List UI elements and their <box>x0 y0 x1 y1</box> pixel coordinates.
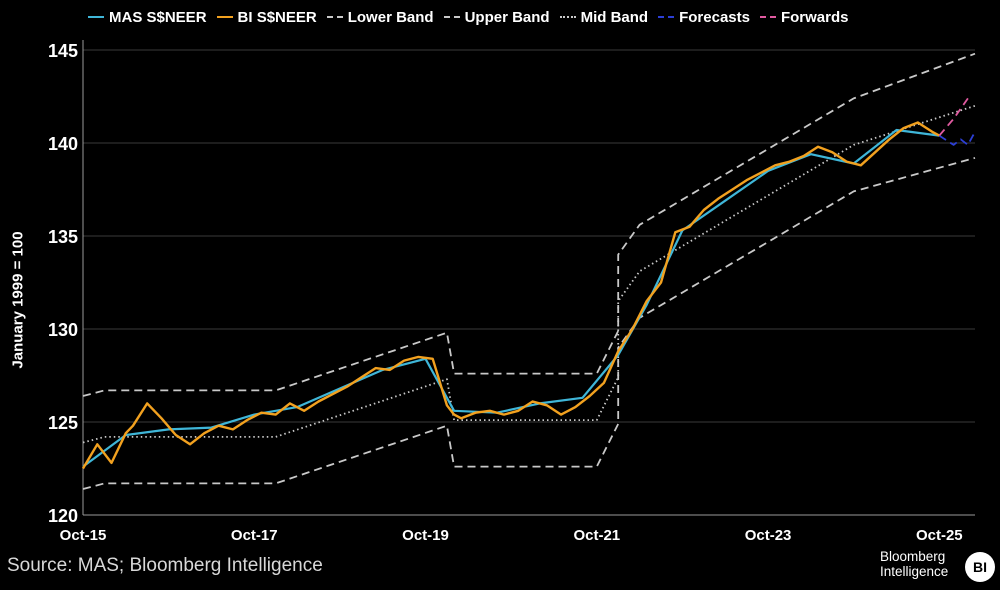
legend-swatch <box>559 16 576 18</box>
series-upper-band <box>82 52 976 397</box>
legend-label: BI S$NEER <box>237 8 317 26</box>
legend-label: Forecasts <box>679 8 750 26</box>
x-tick-label: Oct-25 <box>916 527 963 544</box>
legend-item: Mid Band <box>559 8 649 26</box>
y-axis-label: January 1999 = 100 <box>9 231 27 369</box>
logo-line-2: Intelligence <box>880 564 949 579</box>
legend-swatch <box>443 16 460 18</box>
legend-item: MAS S$NEER <box>88 9 207 26</box>
y-tick-label: 140 <box>48 134 78 154</box>
legend-item: Forecasts <box>658 9 750 26</box>
legend-swatch <box>759 16 776 18</box>
legend-item: BI S$NEER <box>216 8 317 26</box>
series-forecasts <box>938 131 976 146</box>
legend-label: Mid Band <box>580 8 649 26</box>
x-tick-label: Oct-17 <box>231 527 278 544</box>
bi-badge-icon: BI <box>965 552 995 582</box>
source-note: Source: MAS; Bloomberg Intelligence <box>7 555 323 576</box>
legend-label: Upper Band <box>464 8 550 26</box>
legend-item: Lower Band <box>326 8 434 26</box>
x-tick-label: Oct-21 <box>573 527 620 544</box>
legend: MAS S$NEER BI S$NEER Lower Band Upper Band M… <box>88 7 848 27</box>
y-tick-label: 135 <box>48 227 78 247</box>
x-tick-label: Oct-19 <box>402 527 449 544</box>
legend-swatch <box>658 16 675 18</box>
series-mas-s-neer <box>82 128 940 468</box>
legend-swatch <box>216 16 233 18</box>
y-tick-label: 145 <box>48 41 78 61</box>
logo-line-1: Bloomberg <box>880 549 946 564</box>
y-tick-label: 125 <box>48 413 78 433</box>
legend-swatch <box>326 16 343 18</box>
legend-label: MAS S$NEER <box>109 8 207 26</box>
legend-item: Forwards <box>759 8 849 26</box>
series-lower-band <box>82 157 976 490</box>
legend-swatch <box>88 16 104 18</box>
legend-item: Upper Band <box>443 8 550 26</box>
y-tick-label: 130 <box>48 320 78 340</box>
series-forwards <box>938 97 969 137</box>
y-tick-label: 120 <box>48 506 78 526</box>
legend-label: Lower Band <box>347 8 434 26</box>
series-bi-s-neer <box>81 121 940 470</box>
bloomberg-intelligence-logo: Bloomberg Intelligence <box>880 549 948 579</box>
x-tick-label: Oct-15 <box>60 527 107 544</box>
legend-label: Forwards <box>780 8 849 26</box>
series-mid-band <box>82 104 976 444</box>
x-tick-label: Oct-23 <box>745 527 792 544</box>
